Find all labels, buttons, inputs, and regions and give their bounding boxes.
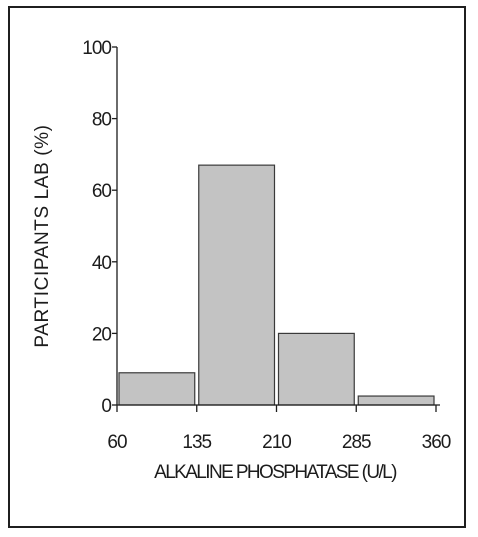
y-axis-title: PARTICIPANTS LAB (%) <box>32 124 53 347</box>
bar-60-135 <box>118 372 196 406</box>
bars-group <box>118 164 435 406</box>
x-tick-label-360: 360 <box>422 432 451 453</box>
y-tick-label-80: 80 <box>92 110 112 131</box>
x-tick-label-60: 60 <box>107 432 127 453</box>
y-tick-label-60: 60 <box>92 181 112 202</box>
bar-285-360 <box>357 395 435 406</box>
y-tick-label-0: 0 <box>101 396 111 417</box>
bar-135-210 <box>198 164 276 406</box>
tick-labels-group: 0 20 40 60 80 100 60 135 210 285 360 <box>82 38 451 453</box>
axes-group <box>112 46 440 412</box>
y-tick-label-40: 40 <box>92 253 112 274</box>
x-tick-label-285: 285 <box>342 432 371 453</box>
x-axis-title: ALKALINE PHOSPHATASE (U/L) <box>154 462 397 483</box>
y-tick-label-100: 100 <box>82 38 111 59</box>
x-tick-label-210: 210 <box>262 432 291 453</box>
x-tick-label-135: 135 <box>182 432 211 453</box>
y-tick-label-20: 20 <box>92 324 112 345</box>
bar-210-285 <box>277 332 355 406</box>
